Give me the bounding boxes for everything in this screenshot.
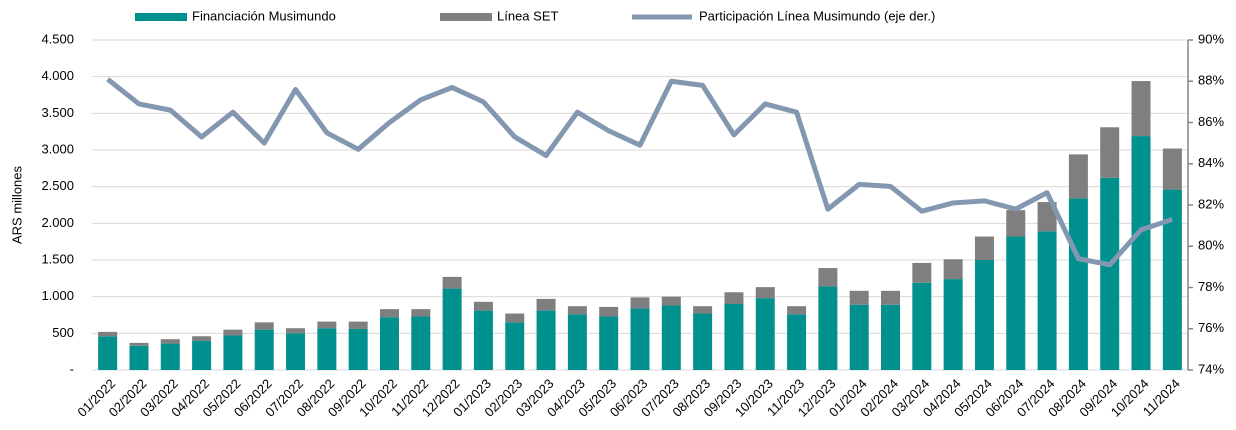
- bar: [286, 333, 306, 370]
- bar: [379, 309, 399, 318]
- bar: [348, 321, 368, 329]
- y2-tick-label: 82%: [1198, 196, 1224, 211]
- bar: [599, 316, 619, 370]
- bar: [160, 339, 180, 344]
- y2-tick-label: 80%: [1198, 238, 1224, 253]
- bar: [912, 262, 932, 283]
- legend-label: Línea SET: [497, 8, 558, 23]
- bar: [348, 328, 368, 370]
- bar: [254, 322, 274, 330]
- y2-tick-label: 78%: [1198, 279, 1224, 294]
- y-tick-label: -: [70, 361, 74, 376]
- legend-swatch: [135, 13, 187, 21]
- bar: [943, 259, 963, 280]
- bar: [379, 317, 399, 370]
- bar: [630, 308, 650, 370]
- line: [106, 77, 1174, 268]
- y2-tick-label: 74%: [1198, 361, 1224, 376]
- bar: [192, 340, 212, 370]
- bar: [160, 343, 180, 370]
- bar: [129, 345, 149, 370]
- bar: [317, 321, 337, 329]
- bar: [1162, 148, 1182, 190]
- bar: [1068, 198, 1088, 370]
- legend-label: Financiación Musimundo: [192, 8, 336, 23]
- y2-tick-label: 88%: [1198, 73, 1224, 88]
- bar: [1162, 189, 1182, 370]
- bar: [567, 314, 587, 370]
- y2-tick-label: 86%: [1198, 114, 1224, 129]
- y2-tick-label: 76%: [1198, 320, 1224, 335]
- y-axis-title: ARS millones: [9, 165, 24, 244]
- y2-tick-label: 84%: [1198, 155, 1224, 170]
- bar: [223, 329, 243, 336]
- y-tick-label: 4.000: [41, 68, 74, 83]
- bar: [98, 336, 118, 370]
- bar: [505, 313, 525, 323]
- bar: [881, 304, 901, 370]
- y-tick-label: 1.500: [41, 251, 74, 266]
- bar: [442, 288, 462, 370]
- bar: [536, 298, 556, 311]
- bar: [724, 304, 744, 370]
- bar: [849, 304, 869, 370]
- bar: [881, 290, 901, 305]
- bar: [1006, 210, 1026, 237]
- bar: [1068, 154, 1088, 199]
- bar: [661, 305, 681, 370]
- bar: [223, 335, 243, 370]
- bar: [787, 306, 807, 315]
- bar: [818, 286, 838, 370]
- bar: [943, 279, 963, 370]
- legend-swatch: [440, 13, 492, 21]
- bar: [818, 268, 838, 287]
- bar: [1037, 202, 1057, 232]
- bar: [912, 282, 932, 370]
- bar: [1037, 231, 1057, 370]
- bar: [129, 342, 149, 346]
- bar: [693, 306, 713, 314]
- bar: [473, 310, 493, 370]
- bar: [755, 298, 775, 370]
- bar: [286, 328, 306, 334]
- bar: [1131, 136, 1151, 370]
- y-tick-label: 4.500: [41, 31, 74, 46]
- y-tick-label: 3.000: [41, 141, 74, 156]
- bar: [693, 313, 713, 370]
- bar: [630, 297, 650, 309]
- bar: [1100, 127, 1120, 178]
- bar: [536, 310, 556, 370]
- y2-tick-label: 90%: [1198, 31, 1224, 46]
- bar: [787, 314, 807, 370]
- bar: [724, 292, 744, 304]
- bar: [192, 336, 212, 341]
- bar: [442, 276, 462, 289]
- bar: [661, 296, 681, 306]
- y-tick-label: 2.000: [41, 215, 74, 230]
- bar: [411, 316, 431, 370]
- bar: [974, 236, 994, 260]
- y-tick-label: 3.500: [41, 105, 74, 120]
- bar: [473, 301, 493, 311]
- legend-label: Participación Línea Musimundo (eje der.): [699, 8, 935, 23]
- bar: [567, 306, 587, 315]
- bar: [599, 306, 619, 317]
- bar: [974, 260, 994, 370]
- bar: [1006, 236, 1026, 370]
- y-tick-label: 2.500: [41, 178, 74, 193]
- y-tick-label: 500: [52, 325, 74, 340]
- bar: [505, 322, 525, 370]
- bar: [317, 328, 337, 370]
- bar: [254, 329, 274, 370]
- bar: [849, 290, 869, 305]
- bar: [755, 287, 775, 299]
- bar: [411, 309, 431, 317]
- y-tick-label: 1.000: [41, 288, 74, 303]
- bar: [1131, 81, 1151, 137]
- bar: [98, 331, 118, 337]
- bar: [1100, 177, 1120, 370]
